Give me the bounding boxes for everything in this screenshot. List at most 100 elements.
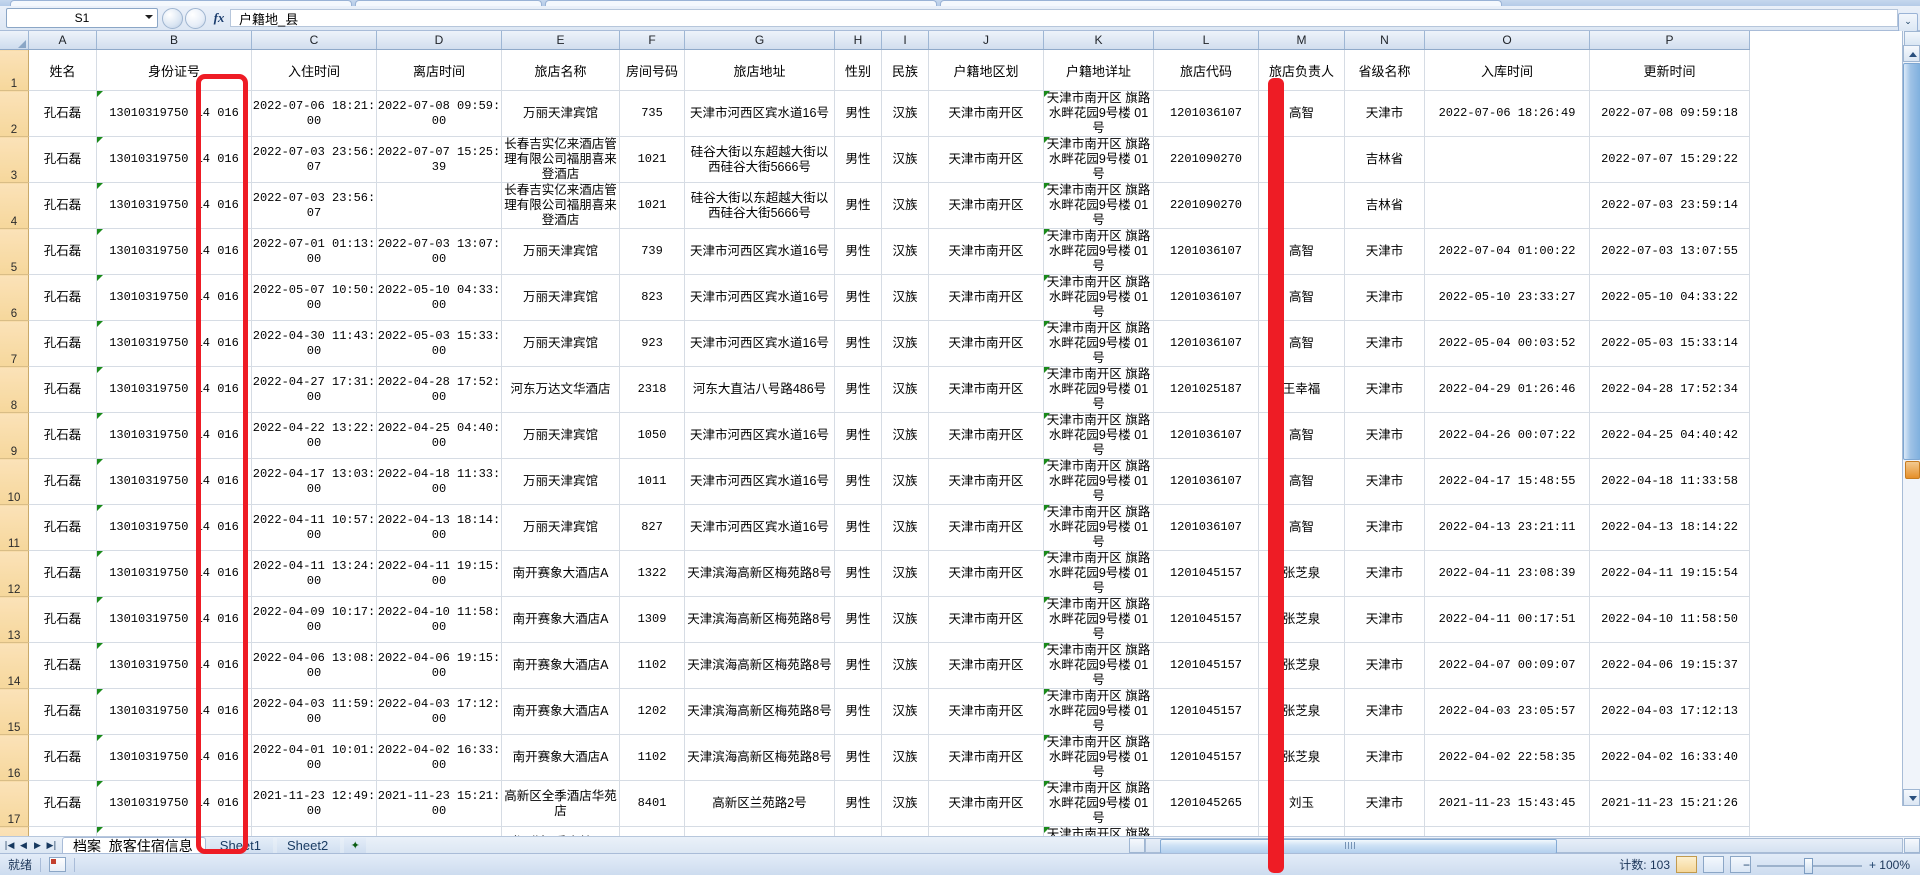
cell-A8[interactable]: 孔石磊 <box>28 366 97 413</box>
cell-K13[interactable]: 天津市南开区 旗路水畔花园9号楼 01号 <box>1043 596 1154 643</box>
cell-E16[interactable]: 南开赛象大酒店A <box>501 734 620 781</box>
zoom-slider[interactable]: − + <box>1743 857 1876 874</box>
cell-G2[interactable]: 天津市河西区宾水道16号 <box>684 90 835 137</box>
cell-P2[interactable]: 2022-07-08 09:59:18 <box>1589 90 1750 137</box>
cell-N15[interactable]: 天津市 <box>1344 688 1425 735</box>
cell-I10[interactable]: 汉族 <box>881 458 929 505</box>
cell-K6[interactable]: 天津市南开区 旗路水畔花园9号楼 01号 <box>1043 274 1154 321</box>
cell-N11[interactable]: 天津市 <box>1344 504 1425 551</box>
col-header-O[interactable]: O <box>1424 31 1590 50</box>
cell-H13[interactable]: 男性 <box>834 596 882 643</box>
cell-H8[interactable]: 男性 <box>834 366 882 413</box>
worksheet-grid[interactable]: A B C D E F G H I J K L M N O P <box>0 31 1920 841</box>
cell-G9[interactable]: 天津市河西区宾水道16号 <box>684 412 835 459</box>
cell-E8[interactable]: 河东万达文华酒店 <box>501 366 620 413</box>
col-header-B[interactable]: B <box>96 31 252 50</box>
chevron-down-icon[interactable] <box>145 15 153 19</box>
cell-F11[interactable]: 827 <box>619 504 685 551</box>
cell-N12[interactable]: 天津市 <box>1344 550 1425 597</box>
cell-G11[interactable]: 天津市河西区宾水道16号 <box>684 504 835 551</box>
cell-B7[interactable]: 13010319750 14 016 <box>96 320 252 367</box>
cell-J14[interactable]: 天津市南开区 <box>928 642 1044 689</box>
cell-O11[interactable]: 2022-04-13 23:21:11 <box>1424 504 1590 551</box>
cell-E15[interactable]: 南开赛象大酒店A <box>501 688 620 735</box>
cell-B15[interactable]: 13010319750 14 016 <box>96 688 252 735</box>
cell-N9[interactable]: 天津市 <box>1344 412 1425 459</box>
cell-C15[interactable]: 2022-04-03 11:59:00 <box>251 688 377 735</box>
cell-G13[interactable]: 天津滨海高新区梅苑路8号 <box>684 596 835 643</box>
cell-O4[interactable] <box>1424 182 1590 229</box>
cell-K15[interactable]: 天津市南开区 旗路水畔花园9号楼 01号 <box>1043 688 1154 735</box>
cell-C17[interactable]: 2021-11-23 12:49:00 <box>251 780 377 827</box>
cell-F15[interactable]: 1202 <box>619 688 685 735</box>
zoom-in-icon[interactable]: + <box>1868 857 1876 872</box>
cell-F17[interactable]: 8401 <box>619 780 685 827</box>
cell-C16[interactable]: 2022-04-01 10:01:00 <box>251 734 377 781</box>
cell-L17[interactable]: 1201045265 <box>1153 780 1259 827</box>
cell-F16[interactable]: 1102 <box>619 734 685 781</box>
cell-E10[interactable]: 万丽天津宾馆 <box>501 458 620 505</box>
cell-I5[interactable]: 汉族 <box>881 228 929 275</box>
ribbon-tab-stub-4[interactable] <box>940 0 1502 6</box>
cell-J11[interactable]: 天津市南开区 <box>928 504 1044 551</box>
cell-E17[interactable]: 高新区全季酒店华苑店 <box>501 780 620 827</box>
cell-P6[interactable]: 2022-05-10 04:33:22 <box>1589 274 1750 321</box>
cell-I6[interactable]: 汉族 <box>881 274 929 321</box>
table-row[interactable]: 17 孔石磊 13010319750 14 016 2021-11-23 12:49:… <box>0 780 1750 827</box>
cell-A5[interactable]: 孔石磊 <box>28 228 97 275</box>
cell-H6[interactable]: 男性 <box>834 274 882 321</box>
row-header-6[interactable]: 6 <box>0 274 29 321</box>
cell-M11[interactable]: 高智 <box>1258 504 1345 551</box>
cell-P10[interactable]: 2022-04-18 11:33:58 <box>1589 458 1750 505</box>
cell-F3[interactable]: 1021 <box>619 136 685 183</box>
cell-D13[interactable]: 2022-04-10 11:58:00 <box>376 596 502 643</box>
cell-F2[interactable]: 735 <box>619 90 685 137</box>
cell-M9[interactable]: 高智 <box>1258 412 1345 459</box>
cell-J12[interactable]: 天津市南开区 <box>928 550 1044 597</box>
nav-first-icon[interactable]: |◀ <box>4 840 15 851</box>
cell-L3[interactable]: 2201090270 <box>1153 136 1259 183</box>
cell-L15[interactable]: 1201045157 <box>1153 688 1259 735</box>
nav-last-icon[interactable]: ▶| <box>46 840 57 851</box>
zoom-out-icon[interactable]: − <box>1743 857 1751 872</box>
cell-O2[interactable]: 2022-07-06 18:26:49 <box>1424 90 1590 137</box>
cell-C14[interactable]: 2022-04-06 13:08:00 <box>251 642 377 689</box>
cell-P16[interactable]: 2022-04-02 16:33:40 <box>1589 734 1750 781</box>
col-header-F[interactable]: F <box>619 31 685 50</box>
cell-J15[interactable]: 天津市南开区 <box>928 688 1044 735</box>
cell-L16[interactable]: 1201045157 <box>1153 734 1259 781</box>
vertical-scrollbar[interactable] <box>1902 31 1920 806</box>
cell-D17[interactable]: 2021-11-23 15:21:00 <box>376 780 502 827</box>
cell-M12[interactable]: 张芝泉 <box>1258 550 1345 597</box>
cell-L4[interactable]: 2201090270 <box>1153 182 1259 229</box>
table-row[interactable]: 8 孔石磊 13010319750 14 016 2022-04-27 17:31:0… <box>0 366 1750 413</box>
cell-P14[interactable]: 2022-04-06 19:15:37 <box>1589 642 1750 689</box>
cell-P13[interactable]: 2022-04-10 11:58:50 <box>1589 596 1750 643</box>
cell-I15[interactable]: 汉族 <box>881 688 929 735</box>
scroll-down-arrow-icon[interactable] <box>1903 789 1920 806</box>
cell-H10[interactable]: 男性 <box>834 458 882 505</box>
cell-P15[interactable]: 2022-04-03 17:12:13 <box>1589 688 1750 735</box>
sheet-tab-sheet2[interactable]: Sheet2 <box>277 837 341 854</box>
cell-L7[interactable]: 1201036107 <box>1153 320 1259 367</box>
cell-H9[interactable]: 男性 <box>834 412 882 459</box>
cell-H5[interactable]: 男性 <box>834 228 882 275</box>
cell-K8[interactable]: 天津市南开区 旗路水畔花园9号楼 01号 <box>1043 366 1154 413</box>
name-box[interactable]: S1 <box>6 8 158 28</box>
cell-H15[interactable]: 男性 <box>834 688 882 735</box>
cell-J13[interactable]: 天津市南开区 <box>928 596 1044 643</box>
cell-P8[interactable]: 2022-04-28 17:52:34 <box>1589 366 1750 413</box>
cell-A13[interactable]: 孔石磊 <box>28 596 97 643</box>
row-header-16[interactable]: 16 <box>0 734 29 781</box>
cell-I4[interactable]: 汉族 <box>881 182 929 229</box>
normal-view-icon[interactable] <box>1676 856 1697 873</box>
cell-B17[interactable]: 13010319750 14 016 <box>96 780 252 827</box>
cell-O15[interactable]: 2022-04-03 23:05:57 <box>1424 688 1590 735</box>
cell-E2[interactable]: 万丽天津宾馆 <box>501 90 620 137</box>
cell-I8[interactable]: 汉族 <box>881 366 929 413</box>
enter-icon[interactable] <box>185 7 206 29</box>
cell-C12[interactable]: 2022-04-11 13:24:00 <box>251 550 377 597</box>
table-row[interactable]: 16 孔石磊 13010319750 14 016 2022-04-01 10:01:… <box>0 734 1750 781</box>
cell-O9[interactable]: 2022-04-26 00:07:22 <box>1424 412 1590 459</box>
table-row[interactable]: 9 孔石磊 13010319750 14 016 2022-04-22 13:22:0… <box>0 412 1750 459</box>
